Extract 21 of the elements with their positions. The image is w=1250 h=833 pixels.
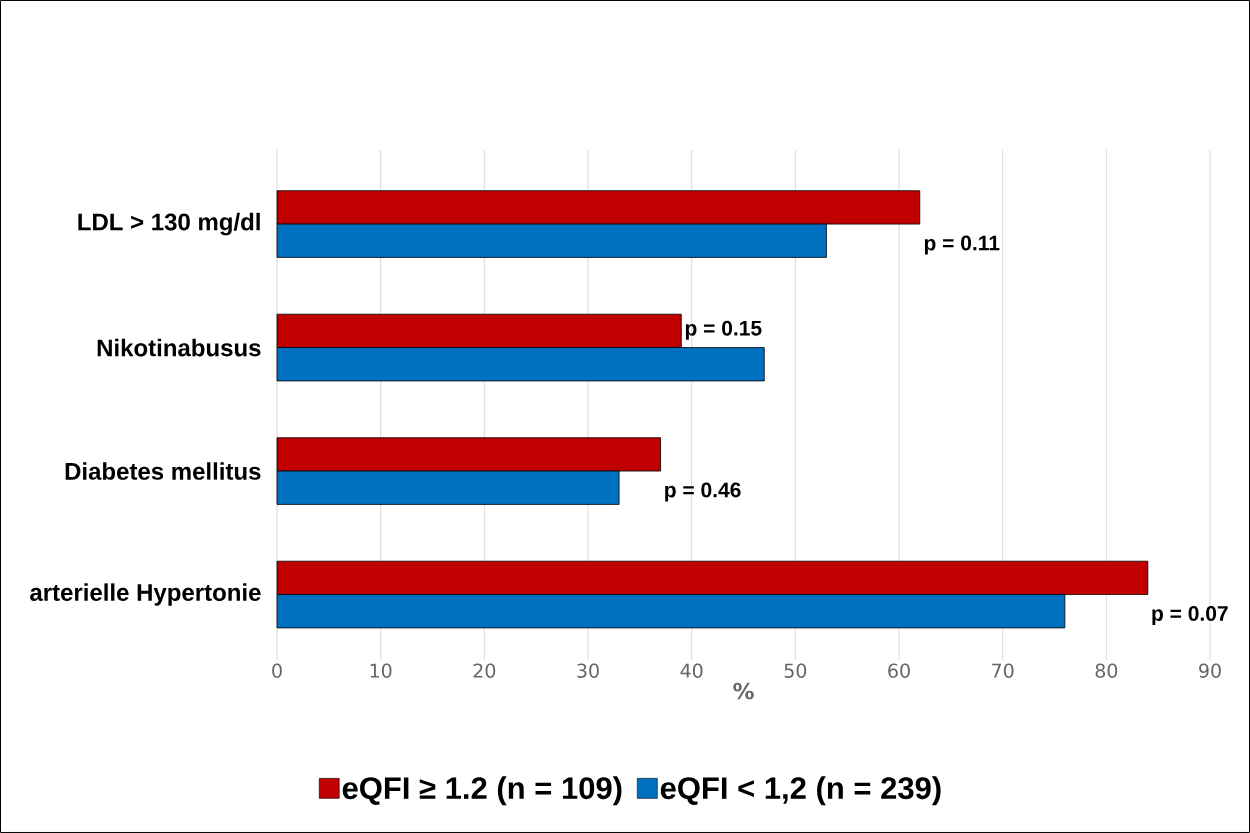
x-tick-label: 20 xyxy=(473,663,496,678)
annotation: p = 0.11 xyxy=(924,235,1000,255)
x-tick-label: 90 xyxy=(1199,663,1221,678)
y-tick-label: Diabetes mellitus xyxy=(65,462,261,480)
legend-label: eQFI ≥ 1.2 (n = 109) xyxy=(342,776,622,806)
annotation: p = 0.46 xyxy=(665,482,741,502)
y-tick-label: Nikotinabusus xyxy=(97,338,261,357)
annotation: p = 0.07 xyxy=(1152,606,1228,626)
y-tick-label: arterielle Hypertonie xyxy=(30,583,261,606)
x-tick-label: 60 xyxy=(888,663,910,678)
annotation: p = 0.15 xyxy=(685,320,762,340)
x-tick-label: 80 xyxy=(1095,663,1118,678)
x-tick-label: 0 xyxy=(272,663,282,678)
y-tick-label: LDL > 130 mg/dl xyxy=(78,212,260,236)
x-tick-label: 70 xyxy=(992,663,1014,678)
x-tick-label: 50 xyxy=(784,663,807,678)
x-tick-label: 30 xyxy=(577,663,599,678)
x-tick-label: 40 xyxy=(680,663,703,678)
x-tick-label: 10 xyxy=(370,663,392,678)
x-axis-title: % xyxy=(733,682,754,700)
legend-label: eQFI < 1,2 (n = 239) xyxy=(660,776,941,806)
